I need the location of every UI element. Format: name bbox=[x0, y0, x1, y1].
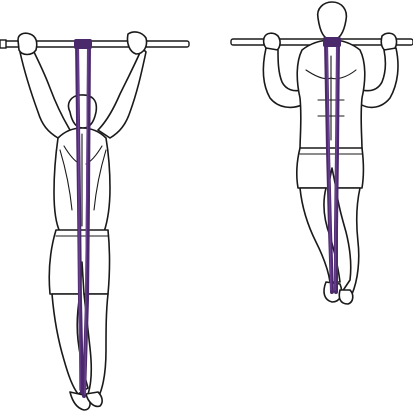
left-arm-back-view bbox=[19, 47, 71, 139]
band-loop-on-bar-left bbox=[74, 39, 92, 49]
band-loop-on-bar-right bbox=[323, 37, 341, 47]
right-hand-back-view bbox=[126, 31, 148, 55]
left-hand-back-view bbox=[17, 32, 38, 56]
figure-front-view bbox=[230, 1, 413, 305]
left-lat-line bbox=[59, 149, 73, 211]
right-foot-front-view bbox=[338, 289, 354, 305]
figure-back-view bbox=[0, 31, 190, 411]
bar-end-cap-left bbox=[0, 39, 7, 49]
right-foot-back-view bbox=[85, 391, 103, 408]
right-lat-line bbox=[93, 149, 107, 211]
right-arm-front-view bbox=[359, 47, 399, 109]
resistance-band-highlight-front bbox=[326, 45, 338, 291]
head-back-view bbox=[67, 94, 98, 129]
head-front-view bbox=[316, 1, 348, 41]
left-leg-front-view bbox=[299, 187, 341, 283]
right-arm-back-view bbox=[97, 47, 147, 139]
resistance-band-highlight-back bbox=[77, 43, 89, 395]
